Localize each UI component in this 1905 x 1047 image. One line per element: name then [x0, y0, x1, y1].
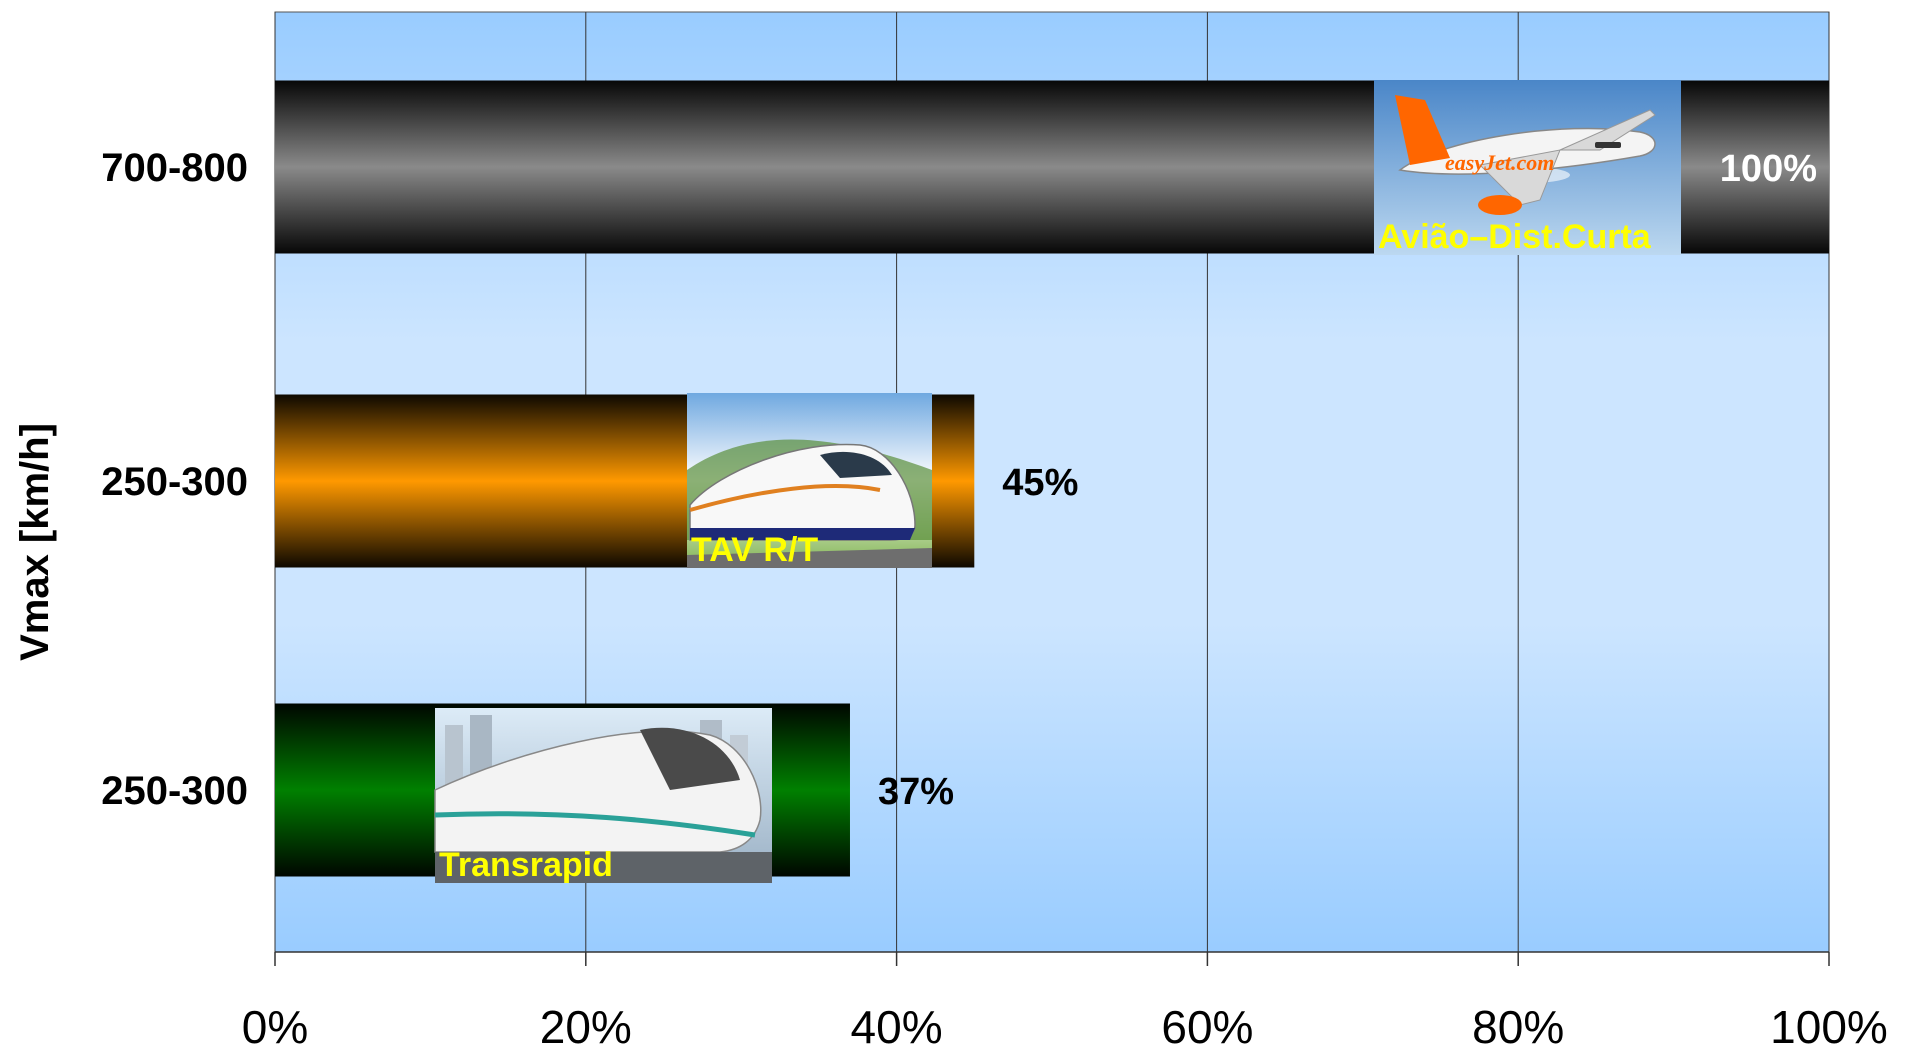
x-tick-label: 100%	[1770, 1001, 1888, 1047]
high-speed-train-icon	[687, 393, 932, 568]
x-tick-label: 80%	[1472, 1001, 1564, 1047]
category-label: 250-300	[101, 460, 248, 504]
image-caption: Transrapid	[439, 846, 613, 884]
y-axis: 700-800 250-300 250-300	[101, 146, 248, 813]
x-tick-label: 60%	[1161, 1001, 1253, 1047]
data-label: 100%	[1720, 148, 1817, 190]
svg-text:easyJet.com: easyJet.com	[1445, 150, 1554, 175]
x-tick-label: 40%	[851, 1001, 943, 1047]
y-axis-title: Vmax [km/h]	[13, 423, 57, 661]
x-tick-label: 20%	[540, 1001, 632, 1047]
airplane-icon: easyJet.com	[1374, 80, 1681, 255]
x-tick-label: 0%	[242, 1001, 308, 1047]
maglev-train-icon	[434, 708, 772, 883]
data-label: 45%	[1002, 462, 1078, 504]
category-label: 700-800	[101, 146, 248, 190]
category-label: 250-300	[101, 769, 248, 813]
x-axis: 0% 20% 40% 60% 80% 100%	[242, 951, 1888, 1047]
image-caption: Avião–Dist.Curta	[1378, 218, 1652, 256]
image-caption: TAV R/T	[691, 531, 818, 569]
data-label: 37%	[878, 771, 954, 813]
